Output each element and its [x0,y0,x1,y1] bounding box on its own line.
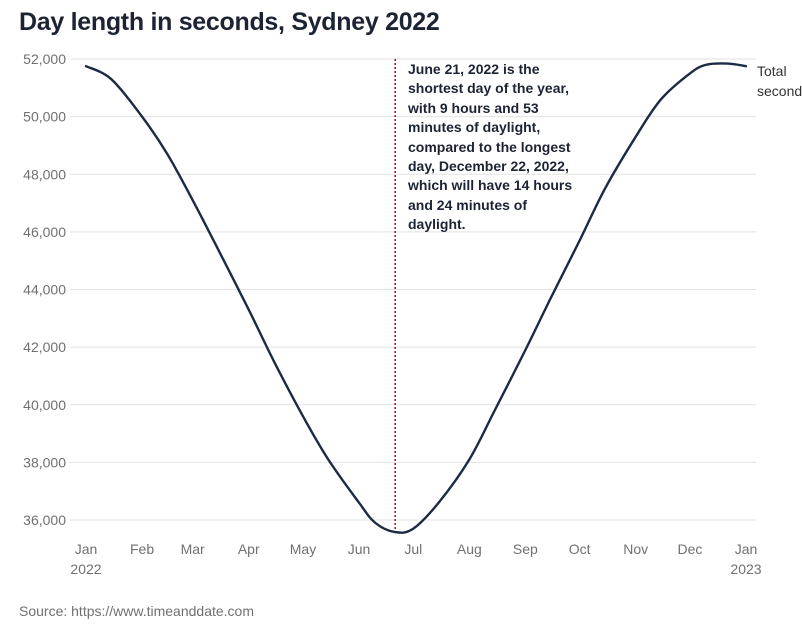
x-axis-ticks: Jan 2022 Feb Mar Apr May Jun Jul Aug Sep Oct Nov Dec… [70,541,761,577]
gridlines [70,58,756,521]
x-tick-label: Apr [238,541,260,557]
series-label-group: Total seconds [757,63,802,99]
y-tick-label: 40,000 [23,397,66,413]
series-label-line2: seconds [757,83,802,99]
x-tick-label: Mar [181,541,205,557]
y-tick-label: 38,000 [23,454,66,470]
x-tick-label: Nov [623,541,648,557]
day-length-line [84,62,748,534]
x-tick-label: Jun [348,541,371,557]
x-tick-label: May [290,541,316,557]
shortest-day-annotation: June 21, 2022 is the shortest day of the… [408,61,573,233]
y-tick-label: 42,000 [23,339,66,355]
y-tick-label: 50,000 [23,109,66,125]
x-tick-label: Jan [735,541,758,557]
x-tick-label: Sep [513,541,538,557]
x-tick-label: Oct [569,541,591,557]
x-tick-year-label: 2022 [70,561,101,577]
y-tick-label: 44,000 [23,282,66,298]
x-tick-label: Aug [457,541,482,557]
y-tick-label: 52,000 [23,51,66,67]
y-tick-label: 48,000 [23,166,66,182]
source-note: Source: https://www.timeanddate.com [19,603,254,619]
y-tick-label: 36,000 [23,512,66,528]
x-tick-year-label: 2023 [730,561,761,577]
chart-title: Day length in seconds, Sydney 2022 [19,8,440,36]
y-axis-ticks: 36,000 38,000 40,000 42,000 44,000 46,000 48,0… [23,51,66,528]
x-tick-label: Feb [130,541,154,557]
x-tick-label: Jan [75,541,98,557]
series-label: Total [757,63,787,79]
y-tick-label: 46,000 [23,224,66,240]
x-tick-label: Jul [404,541,422,557]
x-tick-label: Dec [677,541,702,557]
